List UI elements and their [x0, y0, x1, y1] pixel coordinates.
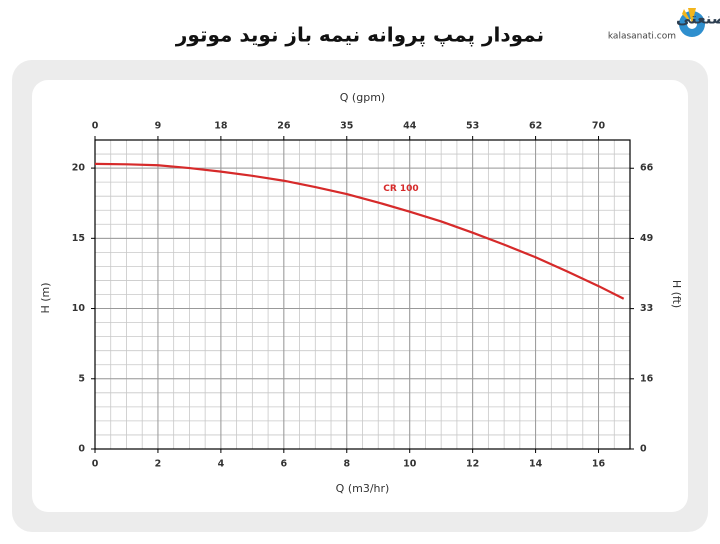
- y-tick-label: 15: [72, 233, 85, 244]
- series-label: CR 100: [383, 184, 418, 194]
- logo-url: kalasanati.com: [608, 32, 676, 42]
- page-title: نمودار پمپ پروانه نیمه باز نوید موتور: [175, 23, 544, 48]
- plot: 0 2 4 6 8 10 12 14 16 0 9 18 26 35 44 53 62 70 0 5 10 15 20 0 16…: [39, 91, 683, 495]
- x-tick-label: 2: [155, 459, 162, 470]
- y-tick-label: 5: [78, 373, 85, 384]
- x2-tick-label: 53: [466, 121, 479, 132]
- y2-tick-label: 33: [640, 303, 653, 314]
- x2-tick-label: 18: [214, 121, 228, 132]
- x-tick-label: 8: [343, 459, 350, 470]
- logo: کالاصنعتی kalasanati.com: [608, 8, 720, 42]
- y-tick-label: 20: [72, 163, 86, 174]
- x-tick-label: 16: [592, 459, 606, 470]
- logo-name: کالاصنعتی: [676, 10, 720, 28]
- x-tick-label: 14: [529, 459, 543, 470]
- x-tick-label: 4: [218, 459, 225, 470]
- plot-frame: [94, 139, 631, 450]
- x2-tick-label: 44: [403, 121, 417, 132]
- x-tick-label: 0: [92, 459, 99, 470]
- y-axis-title: H (m): [39, 282, 52, 313]
- x-tick-label: 12: [466, 459, 479, 470]
- y2-tick-label: 0: [640, 444, 647, 455]
- x2-tick-label: 26: [277, 121, 291, 132]
- chart-panel: [32, 80, 688, 512]
- x2-tick-label: 0: [92, 121, 99, 132]
- y2-tick-label: 66: [640, 163, 654, 174]
- x2-tick-label: 35: [340, 121, 353, 132]
- x2-tick-label: 70: [592, 121, 606, 132]
- logo-signal: [682, 8, 696, 24]
- x-axis-title: Q (m3/hr): [336, 482, 390, 495]
- x-tick-label: 6: [281, 459, 288, 470]
- y2-tick-label: 16: [640, 373, 654, 384]
- x2-tick-label: 62: [529, 121, 542, 132]
- x2-tick-label: 9: [155, 121, 162, 132]
- y-tick-label: 10: [72, 303, 86, 314]
- y2-axis-title: H (ft): [670, 280, 683, 308]
- x2-axis-title: Q (gpm): [340, 91, 385, 104]
- y-tick-label: 0: [78, 444, 85, 455]
- y2-tick-label: 49: [640, 233, 653, 244]
- x-tick-label: 10: [403, 459, 417, 470]
- series-line: [94, 162, 625, 300]
